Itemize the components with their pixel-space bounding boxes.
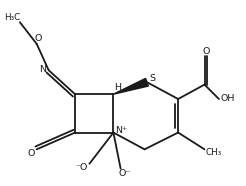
- Text: O⁻: O⁻: [119, 169, 131, 178]
- Text: S: S: [150, 74, 156, 83]
- Text: H₃C: H₃C: [5, 13, 21, 22]
- Text: OH: OH: [220, 94, 234, 103]
- Polygon shape: [113, 78, 148, 94]
- Text: O: O: [34, 34, 42, 43]
- Text: CH₃: CH₃: [206, 148, 222, 157]
- Text: ⁻O: ⁻O: [75, 163, 88, 172]
- Text: O: O: [27, 149, 34, 158]
- Text: H: H: [114, 83, 121, 92]
- Text: N: N: [39, 65, 46, 73]
- Text: O: O: [202, 46, 209, 56]
- Text: N⁺: N⁺: [115, 126, 127, 135]
